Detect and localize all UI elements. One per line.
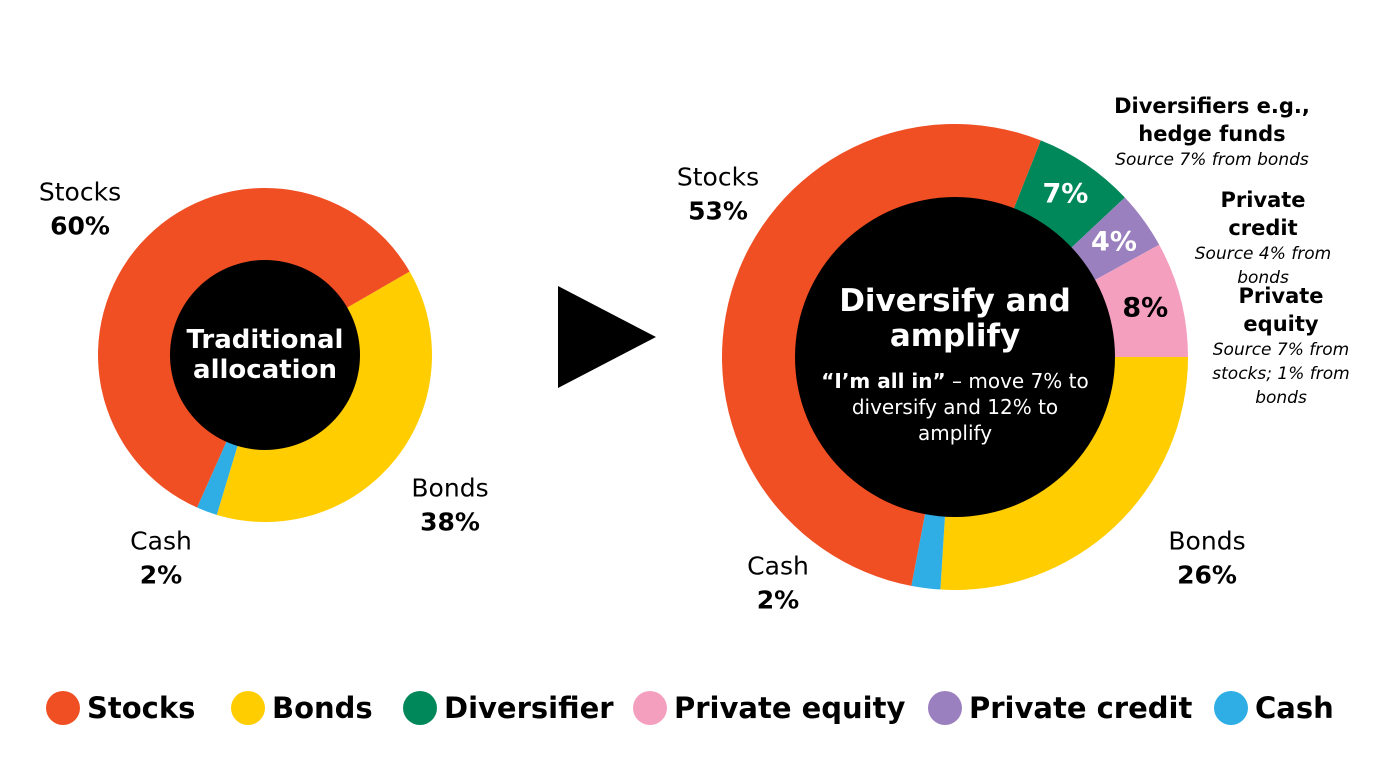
slice-value-label: 2% (756, 585, 800, 615)
legend-label: Private credit (969, 691, 1193, 725)
slice-value-label: 60% (50, 211, 110, 241)
center-text: Traditional allocation (184, 325, 346, 385)
donut-hole (170, 260, 360, 450)
legend-label: Private equity (674, 691, 906, 725)
arrow (558, 286, 656, 388)
annotation-note: Source 4% from bonds (1194, 244, 1332, 288)
annotation-note: Source 7% from bonds (1115, 150, 1309, 170)
center-text: Diversify and amplify “I’m all in” – move… (819, 284, 1091, 446)
slice-value-label: 26% (1177, 560, 1237, 590)
legend-marker (403, 691, 437, 725)
legend-marker (928, 691, 962, 725)
annotation-title: Private equity (1238, 284, 1324, 336)
legend-label: Bonds (272, 691, 373, 725)
legend-marker (1214, 691, 1248, 725)
center-note: “I’m all in” – move 7% to diversify and … (819, 368, 1091, 446)
slice-name-label: Bonds (1168, 526, 1246, 556)
legend-marker (231, 691, 265, 725)
annotation-title: Private credit (1220, 188, 1306, 240)
slice-value-label: 53% (688, 196, 748, 226)
slice-value-label: 8% (1122, 292, 1169, 324)
donut-hole (795, 197, 1115, 517)
slice-name-label: Stocks (676, 162, 760, 192)
legend-marker (633, 691, 667, 725)
annotation-title: Diversifiers e.g., hedge funds (1114, 94, 1310, 146)
slice-name-label: Cash (130, 526, 192, 556)
slice-name-label: Bonds (411, 473, 489, 503)
slice-value-label: 7% (1042, 178, 1089, 210)
legend-label: Stocks (87, 691, 196, 725)
annotation: Private equity Source 7% from stocks; 1% … (1209, 282, 1354, 410)
legend-label: Diversifier (444, 691, 614, 725)
slice-name-label: Stocks (38, 177, 122, 207)
center-note-bold: “I’m all in” (821, 369, 946, 393)
center-title: Diversify and amplify (839, 283, 1071, 354)
legend-marker (46, 691, 80, 725)
slice-name-label: Cash (747, 551, 809, 581)
legend-label: Cash (1255, 691, 1334, 725)
annotation: Diversifiers e.g., hedge funds Source 7% … (1096, 92, 1328, 172)
slice-value-label: 4% (1091, 226, 1137, 257)
center-note-text: – move 7% to diversify and 12% to amplif… (851, 369, 1089, 445)
slice-value-label: 2% (139, 560, 183, 590)
slice-value-label: 38% (420, 507, 480, 537)
annotation: Private credit Source 4% from bonds (1183, 186, 1343, 290)
center-title: Traditional allocation (186, 325, 344, 385)
annotation-note: Source 7% from stocks; 1% from bonds (1212, 340, 1350, 408)
